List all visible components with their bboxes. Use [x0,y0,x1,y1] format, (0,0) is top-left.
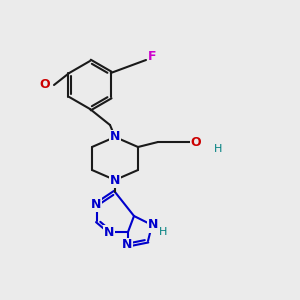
Text: N: N [122,238,132,251]
Text: O: O [191,136,201,148]
Text: H: H [214,144,222,154]
Text: N: N [110,173,120,187]
Text: N: N [104,226,114,238]
Text: H: H [159,227,167,237]
Text: O: O [40,79,50,92]
Text: N: N [110,130,120,143]
Text: N: N [148,218,158,232]
Text: N: N [91,197,101,211]
Text: F: F [148,50,156,64]
